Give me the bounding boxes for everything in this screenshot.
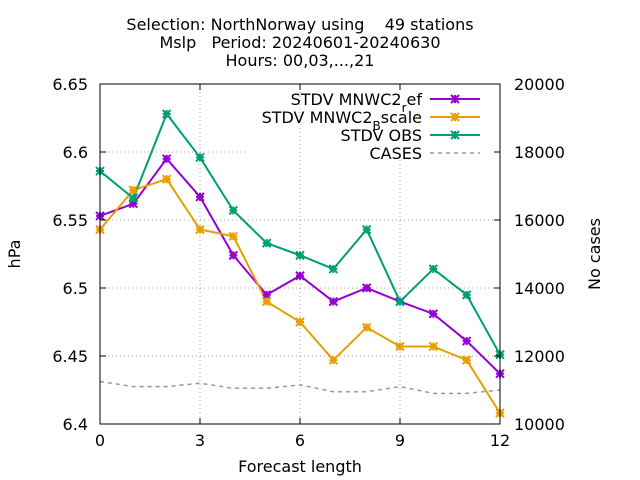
axis-ticks [99,83,501,425]
data-point-3 [228,205,239,216]
title-line-1: Selection: NorthNorway using 49 stations [126,15,473,34]
grid [100,84,500,424]
legend-label-2: STDV MNWC2Bscale [262,108,422,133]
data-point-3 [461,290,472,300]
legend-marker-2 [450,112,460,122]
data-point-3 [395,296,405,307]
data-point-2 [261,296,272,307]
y-axis-label: hPa [5,240,24,269]
data-point-3 [161,109,172,119]
data-point-1 [461,336,472,346]
data-point-2 [461,355,472,365]
x-axis-label: Forecast length [238,457,362,476]
series-line-4 [99,380,501,395]
data-point-2 [428,341,439,352]
y2-tick-label: 18000 [514,143,565,162]
data-point-2 [328,355,339,365]
data-point-3 [295,250,305,261]
legend-label-4: CASES [369,144,422,163]
data-point-3 [328,264,339,274]
data-point-3 [361,224,372,235]
legend-marker-3 [450,130,460,140]
data-point-3 [128,193,139,203]
data-point-2 [128,185,139,195]
series-line-1 [99,157,501,375]
y-tick-label: 6.65 [52,75,88,94]
y-tick-label: 6.5 [63,279,88,298]
data-point-1 [161,154,172,164]
y-tick-label: 6.6 [63,143,88,162]
x-tick-label: 3 [195,431,205,450]
y-tick-label: 6.4 [63,415,88,434]
y-tick-label: 6.55 [52,211,88,230]
y2-tick-label: 10000 [514,415,565,434]
data-point-1 [195,192,205,202]
data-point-1 [295,271,305,281]
data-point-1 [361,283,372,293]
data-point-3 [195,152,205,163]
data-point-2 [195,224,205,235]
x-tick-label: 9 [395,431,405,450]
legend-marker-1 [450,94,460,104]
data-point-3 [428,264,439,274]
x-tick-label: 6 [295,431,305,450]
legend-label-1: STDV MNWC2ref [291,90,423,115]
data-point-2 [361,322,372,333]
y2-tick-label: 14000 [514,279,565,298]
data-point-1 [228,250,239,261]
data-point-3 [261,238,272,248]
cases-series [99,380,501,395]
y2-tick-label: 20000 [514,75,565,94]
y2-axis-label: No cases [585,218,604,290]
data-point-1 [428,309,439,319]
x-tick-label: 12 [490,431,510,450]
data-point-2 [228,231,239,242]
x-tick-label: 0 [95,431,105,450]
y2-tick-label: 12000 [514,347,565,366]
axis-tick-labels: 6.4 6.45 6.5 6.55 6.6 6.65 10000 12000 14000 1600… [52,75,565,450]
legend-label-3: STDV OBS [341,126,422,145]
data-point-2 [395,341,405,352]
title-line-3: Hours: 00,03,...,21 [226,51,375,70]
title-line-2: Mslp Period: 20240601-20240630 [159,33,440,52]
chart-title: Selection: NorthNorway using 49 stations… [126,15,473,70]
data-point-1 [261,290,272,300]
data-point-2 [295,317,305,327]
data-point-2 [161,174,172,184]
data-point-1 [328,296,339,307]
y2-tick-label: 16000 [514,211,565,230]
y-tick-label: 6.45 [52,347,88,366]
series-markers [95,109,505,418]
